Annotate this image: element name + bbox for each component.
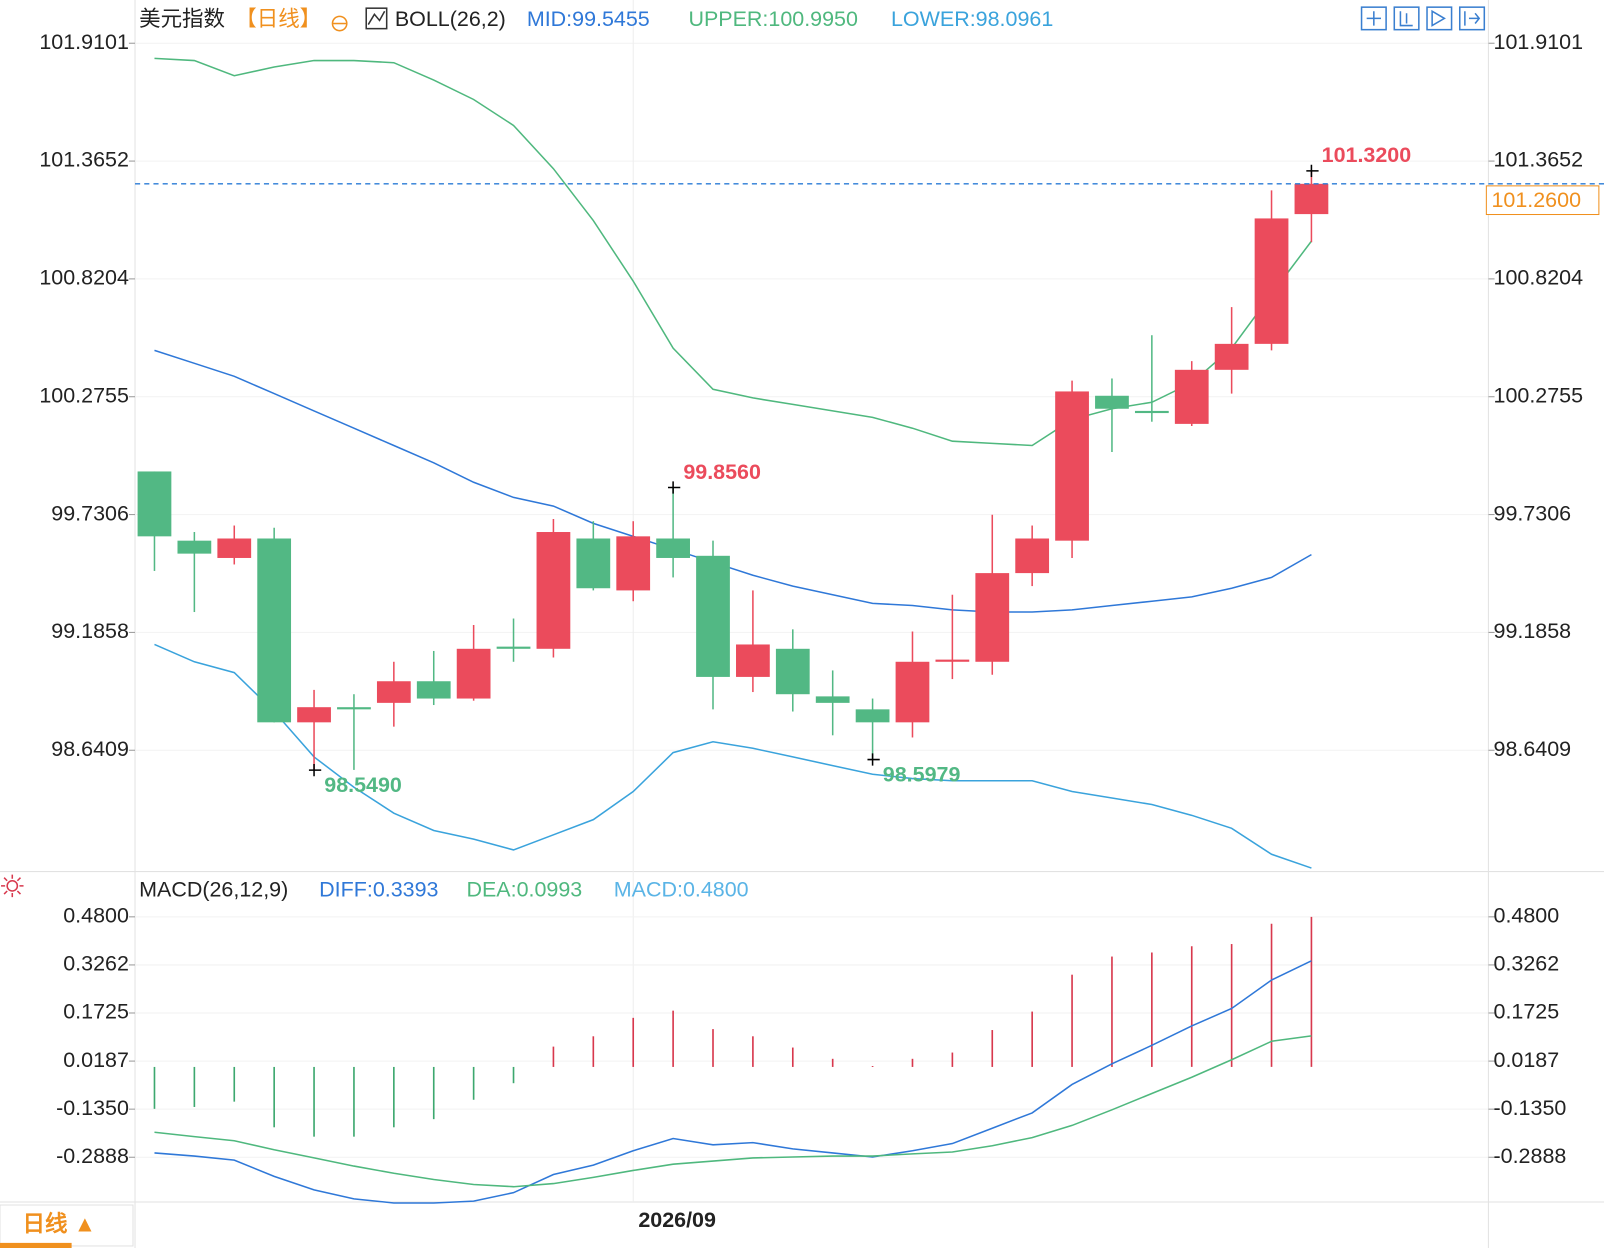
- extreme-marker: [308, 763, 322, 777]
- tool-glyph: [1366, 9, 1481, 27]
- candle-body: [1294, 183, 1329, 215]
- y-tick-label: 98.6409: [51, 737, 129, 761]
- legend-entry: DEA:0.0993: [466, 878, 582, 902]
- macd-header: MACD(26,12,9): [1, 874, 288, 902]
- candle-body: [775, 648, 810, 695]
- tool-icon[interactable]: [1458, 6, 1486, 31]
- candle-body: [137, 471, 172, 537]
- candle-body: [536, 532, 571, 649]
- candle-body: [297, 707, 331, 723]
- y-tick-label: 0.3262: [1494, 952, 1560, 976]
- y-tick-label: 99.7306: [1494, 501, 1572, 525]
- y-tick-label: 0.4800: [1494, 904, 1560, 928]
- tool-icon[interactable]: [1360, 6, 1387, 31]
- header: 美元指数 【日线】 BOLL(26,2): [139, 7, 506, 32]
- indicator-icon: [367, 10, 386, 25]
- toolbar-icons: [1360, 6, 1486, 31]
- settings-icon[interactable]: [6, 879, 19, 892]
- y-tick-label: -0.2888: [1494, 1144, 1567, 1168]
- y-tick-label: 0.3262: [63, 952, 129, 976]
- y-tick-label: 101.3652: [1494, 148, 1584, 172]
- y-tick-label: 0.1725: [63, 1000, 129, 1024]
- extreme-label: 99.8560: [683, 460, 761, 484]
- candle-body: [855, 709, 890, 723]
- y-tick-label: 101.9101: [1494, 30, 1584, 54]
- extreme-marker: [667, 481, 681, 494]
- extreme-marker: [1306, 164, 1319, 177]
- candle-body: [736, 644, 770, 677]
- candle-body: [1254, 218, 1289, 344]
- legend-entry: UPPER:100.9950: [688, 7, 858, 31]
- macd-title: MACD(26,12,9): [139, 878, 288, 902]
- y-tick-label: 99.1858: [51, 619, 129, 643]
- legend-entry: LOWER:98.0961: [891, 7, 1053, 31]
- extreme-label: 101.3200: [1322, 143, 1412, 167]
- x-tick-label: 2026/09: [638, 1208, 716, 1232]
- y-tick-label: 100.8204: [39, 266, 129, 290]
- candle-body: [1055, 391, 1089, 541]
- candle-body: [975, 573, 1010, 662]
- candle-body: [1015, 538, 1050, 574]
- y-tick-label: -0.1350: [1494, 1096, 1567, 1120]
- candle-body: [616, 536, 651, 591]
- extreme-label: 98.5979: [883, 763, 961, 787]
- y-tick-label: 99.1858: [1494, 619, 1572, 643]
- chart-title: 美元指数: [139, 7, 225, 31]
- boll-line: [154, 643, 1312, 869]
- settings-icon: [1, 874, 24, 898]
- tool-icon[interactable]: [1426, 6, 1453, 31]
- candle-body: [815, 696, 850, 703]
- candle-body: [416, 681, 451, 699]
- period-tab-label[interactable]: 日线 ▲: [23, 1210, 97, 1236]
- candle-body: [376, 681, 411, 703]
- y-tick-label: -0.1350: [56, 1096, 129, 1120]
- candle-body: [656, 538, 690, 558]
- candle-body: [935, 659, 970, 662]
- legend-entry: MACD:0.4800: [614, 878, 749, 902]
- y-tick-label: 101.3652: [39, 148, 129, 172]
- y-tick-label: 100.2755: [39, 383, 129, 407]
- period-tab-underline: [0, 1242, 72, 1248]
- macd-line: [154, 960, 1312, 1204]
- y-tick-label: -0.2888: [56, 1144, 129, 1168]
- period-label[interactable]: 【日线】: [235, 7, 321, 31]
- last-price-box: [1485, 185, 1600, 216]
- candle-body: [1134, 410, 1169, 414]
- legend-entry: MID:99.5455: [527, 7, 650, 31]
- candle-body: [496, 646, 531, 649]
- indicator-icon[interactable]: [365, 7, 388, 30]
- candle-body: [1214, 343, 1249, 370]
- tool-icon[interactable]: [1393, 6, 1420, 31]
- legend-entry: DIFF:0.3393: [319, 878, 438, 902]
- y-tick-label: 0.4800: [63, 904, 129, 928]
- y-tick-label: 0.1725: [1494, 1000, 1560, 1024]
- candle-body: [177, 540, 212, 554]
- candle-body: [257, 538, 292, 723]
- y-tick-label: 100.2755: [1494, 383, 1584, 407]
- macd-line: [154, 1035, 1312, 1188]
- candle-body: [1095, 395, 1129, 409]
- candle-body: [456, 648, 491, 699]
- candle-body: [1174, 369, 1209, 424]
- boll-line: [154, 349, 1312, 613]
- candle-body: [895, 661, 930, 723]
- y-tick-label: 99.7306: [51, 501, 129, 525]
- extreme-label: 98.5490: [324, 773, 402, 797]
- last-price-label: 101.2600: [1491, 188, 1581, 212]
- candle-body: [217, 538, 252, 558]
- candle-body: [696, 555, 730, 677]
- candle-body: [337, 707, 371, 710]
- period-tab[interactable]: [0, 1204, 134, 1247]
- candle-body: [576, 538, 611, 589]
- y-tick-label: 0.0187: [1494, 1048, 1560, 1072]
- y-tick-label: 100.8204: [1494, 266, 1584, 290]
- y-tick-label: 98.6409: [1494, 737, 1572, 761]
- extreme-marker: [867, 753, 880, 766]
- y-tick-label: 101.9101: [39, 30, 129, 54]
- y-tick-label: 0.0187: [63, 1048, 129, 1072]
- indicator-label: BOLL(26,2): [395, 7, 506, 31]
